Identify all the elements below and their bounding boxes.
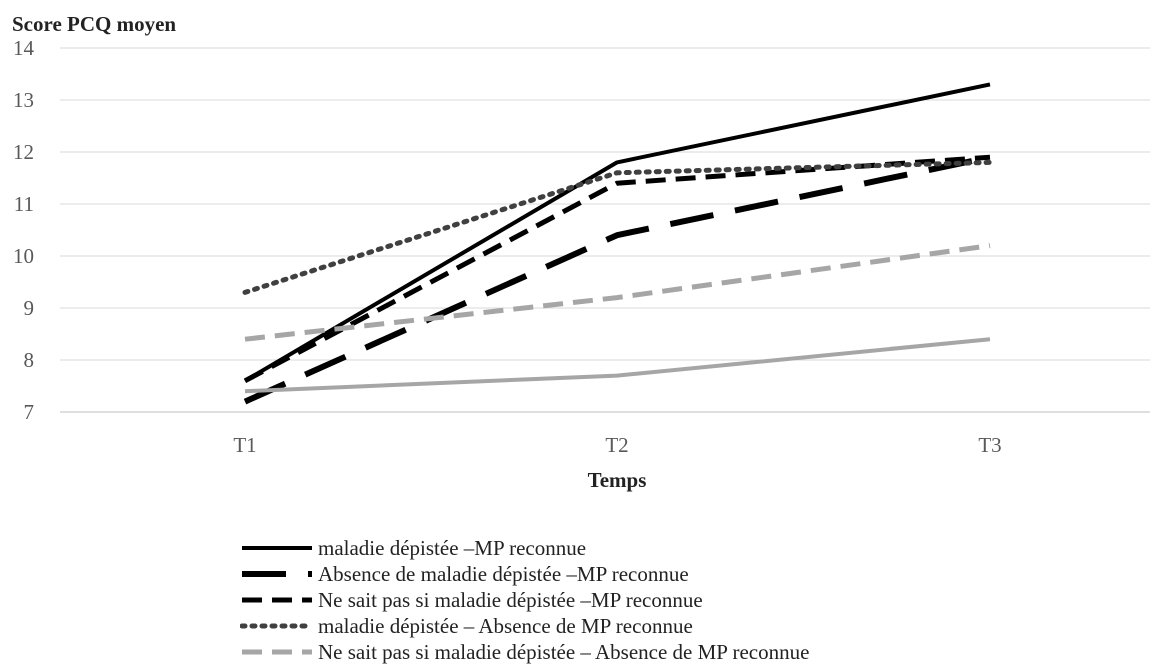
legend-label: maladie dépistée – Absence de MP reconnu…: [318, 613, 693, 638]
x-tick-labels: T1 T2 T3: [233, 433, 1001, 457]
y-tick-label: 8: [24, 348, 35, 372]
series-line-2: [243, 154, 991, 405]
y-tick-label: 13: [13, 88, 34, 112]
legend-item: maladie dépistée –MP reconnue: [240, 535, 809, 561]
x-tick-label: T2: [605, 433, 628, 457]
legend-label: Ne sait pas si maladie dépistée – Absenc…: [318, 639, 810, 664]
y-tick-label: 9: [24, 296, 35, 320]
series-line-4: [242, 159, 993, 295]
legend-item: Ne sait pas si maladie dépistée – Absenc…: [240, 639, 809, 665]
series-line-6: [244, 337, 991, 394]
legend-swatch: [242, 571, 312, 577]
y-tick-label: 11: [14, 192, 34, 216]
y-tick-label: 12: [13, 140, 34, 164]
legend-label: Absence de maladie dépistée –MP reconnue: [318, 561, 689, 586]
series-line-3: [243, 154, 991, 384]
legend: maladie dépistée –MP reconnue Absence de …: [240, 535, 809, 665]
legend-item: maladie dépistée – Absence de MP reconnu…: [240, 613, 809, 639]
legend-label: maladie dépistée –MP reconnue: [318, 535, 587, 560]
legend-swatch: [240, 623, 312, 629]
x-axis-label: Temps: [587, 468, 647, 492]
legend-item: Ne sait pas si maladie dépistée –MP reco…: [240, 587, 809, 613]
y-axis-label: Score PCQ moyen: [12, 12, 177, 36]
legend-swatch: [242, 649, 312, 655]
series-line-1: [243, 82, 991, 383]
legend-item: Absence de maladie dépistée –MP reconnue: [240, 561, 809, 587]
x-tick-label: T1: [233, 433, 256, 457]
gridlines: [60, 47, 1150, 413]
legend-swatch: [242, 546, 312, 550]
y-tick-labels: 7 8 9 10 11 12 13 14: [13, 36, 35, 424]
y-tick-label: 14: [13, 36, 35, 60]
legend-swatch: [242, 597, 312, 603]
legend-label: Ne sait pas si maladie dépistée –MP reco…: [318, 587, 703, 612]
x-tick-label: T3: [978, 433, 1001, 457]
y-tick-label: 10: [13, 244, 34, 268]
series-line-5: [244, 243, 991, 342]
y-tick-label: 7: [24, 400, 35, 424]
series-lines: [242, 82, 993, 405]
